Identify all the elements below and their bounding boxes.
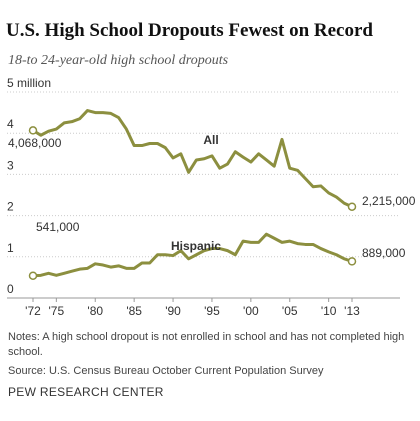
- x-tick-label: '90: [165, 304, 181, 318]
- x-tick-label: '75: [49, 304, 65, 318]
- line: [32, 232, 353, 278]
- series-label: Hispanic: [171, 239, 221, 253]
- end-point: [347, 202, 357, 211]
- value-label: 541,000: [36, 220, 80, 234]
- y-tick-label: 0: [7, 282, 14, 296]
- y-tick-label: 3: [7, 158, 14, 172]
- chart: U.S. High School Dropouts Fewest on Reco…: [6, 20, 416, 318]
- x-tick-label: '95: [204, 304, 220, 318]
- value-label: 2,215,000: [362, 194, 416, 208]
- x-tick-label: '72: [25, 304, 41, 318]
- end-point: [28, 271, 38, 280]
- end-point: [347, 257, 357, 266]
- series-label: All: [203, 133, 218, 147]
- y-tick-label: 1: [7, 241, 14, 255]
- source: Source: U.S. Census Bureau October Curre…: [8, 365, 324, 377]
- notes: Notes: A high school dropout is not enro…: [8, 331, 405, 358]
- y-tick-label: 4: [7, 117, 14, 131]
- chart-subtitle: 18-to 24-year-old high school dropouts: [8, 53, 229, 68]
- x-tick-label: '10: [321, 304, 337, 318]
- x-tick-label: '80: [87, 304, 103, 318]
- chart-title: U.S. High School Dropouts Fewest on Reco…: [6, 20, 373, 41]
- line: [32, 109, 353, 209]
- x-tick-label: '85: [126, 304, 142, 318]
- x-tick-label: '13: [344, 304, 360, 318]
- y-tick-label: 5 million: [7, 76, 51, 90]
- x-tick-label: '05: [282, 304, 298, 318]
- value-label: 889,000: [362, 246, 406, 260]
- x-tick-label: '00: [243, 304, 259, 318]
- value-label: 4,068,000: [8, 136, 62, 150]
- y-tick-label: 2: [7, 200, 14, 214]
- credit: PEW RESEARCH CENTER: [8, 385, 164, 399]
- end-point: [28, 126, 38, 135]
